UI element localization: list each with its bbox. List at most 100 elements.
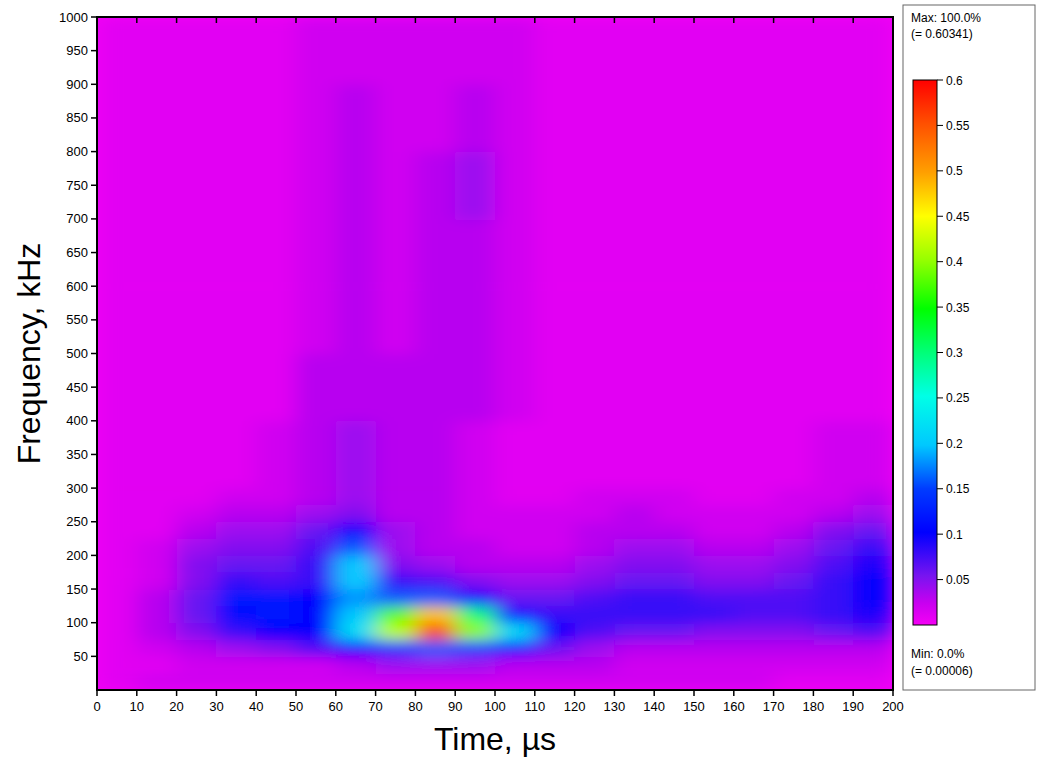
heat-cell xyxy=(813,623,853,640)
x-tick-label: 20 xyxy=(169,699,183,714)
heat-cell xyxy=(495,606,535,623)
x-tick-top xyxy=(96,17,98,23)
heat-cell xyxy=(853,640,893,657)
heat-cell xyxy=(97,421,137,489)
x-tick-label: 100 xyxy=(484,699,506,714)
heat-cell xyxy=(853,17,893,85)
heat-cell xyxy=(455,505,495,522)
x-tick-label: 160 xyxy=(723,699,745,714)
colorbar-tick xyxy=(937,307,943,308)
heat-cell xyxy=(376,152,416,220)
heat-cell xyxy=(495,539,535,556)
x-tick-label: 0 xyxy=(93,699,100,714)
heat-cell xyxy=(177,152,217,220)
heat-cell xyxy=(296,488,336,505)
x-tick-top xyxy=(335,17,337,23)
heat-cell xyxy=(575,17,615,85)
heat-cell xyxy=(376,539,416,556)
heat-cell xyxy=(853,606,893,623)
heat-cell xyxy=(216,84,256,152)
x-tick-top xyxy=(295,17,297,23)
heat-cell xyxy=(575,421,615,489)
heat-cell xyxy=(415,522,455,539)
heat-cell xyxy=(296,421,336,489)
heat-cell xyxy=(376,640,416,657)
heat-cell xyxy=(97,539,137,556)
heat-cell xyxy=(216,555,256,572)
heat-cell xyxy=(336,640,376,657)
heat-cell xyxy=(535,421,575,489)
heat-cell xyxy=(774,488,814,505)
heat-cell xyxy=(376,17,416,85)
heat-cell xyxy=(336,589,376,606)
heat-cell xyxy=(694,152,734,220)
heat-cell xyxy=(694,522,734,539)
heat-cell xyxy=(495,505,535,522)
heat-cell xyxy=(455,539,495,556)
y-axis-title: Frequency, kHz xyxy=(11,243,47,465)
heat-cell xyxy=(415,84,455,152)
heat-cell xyxy=(455,555,495,572)
heat-cell xyxy=(654,488,694,505)
heat-cell xyxy=(853,505,893,522)
heat-cell xyxy=(535,522,575,539)
heat-cell xyxy=(774,589,814,606)
heat-cell xyxy=(774,421,814,489)
heat-cell xyxy=(734,84,774,152)
heat-cell xyxy=(614,286,654,354)
x-tick xyxy=(415,690,417,696)
heat-cell xyxy=(654,572,694,589)
heat-cell xyxy=(575,539,615,556)
heat-cell xyxy=(813,673,853,690)
heat-cell xyxy=(177,656,217,673)
heat-cell xyxy=(813,522,853,539)
heat-cell xyxy=(216,589,256,606)
heat-cell xyxy=(256,17,296,85)
x-tick xyxy=(255,690,257,696)
heat-cell xyxy=(296,152,336,220)
heat-cell xyxy=(415,354,455,422)
heat-cell xyxy=(97,673,137,690)
heat-cell xyxy=(256,219,296,287)
heat-cell xyxy=(216,152,256,220)
colorbar-tick xyxy=(937,170,943,171)
heat-cell xyxy=(97,17,137,85)
y-tick-label: 850 xyxy=(66,110,88,125)
x-tick xyxy=(335,690,337,696)
heat-cell xyxy=(774,505,814,522)
y-tick-label: 750 xyxy=(66,178,88,193)
x-tick-top xyxy=(494,17,496,23)
heat-cell xyxy=(734,589,774,606)
heat-cell xyxy=(535,606,575,623)
heat-cell xyxy=(376,505,416,522)
heat-cell xyxy=(415,421,455,489)
y-tick xyxy=(91,622,97,624)
heat-cell xyxy=(774,219,814,287)
heat-cell xyxy=(296,572,336,589)
heat-cell xyxy=(455,152,495,220)
heat-cell xyxy=(455,522,495,539)
heat-cell xyxy=(853,219,893,287)
heat-cell xyxy=(694,505,734,522)
heat-cell xyxy=(654,522,694,539)
x-tick xyxy=(693,690,695,696)
heat-cell xyxy=(256,623,296,640)
heat-cell xyxy=(694,656,734,673)
x-tick xyxy=(653,690,655,696)
heat-cell xyxy=(296,673,336,690)
x-tick-top xyxy=(852,17,854,23)
colorbar-tick xyxy=(937,579,943,580)
heat-cell xyxy=(614,572,654,589)
heat-cell xyxy=(694,17,734,85)
colorbar-tick-label: 0.45 xyxy=(946,210,970,224)
heat-cell xyxy=(614,17,654,85)
heat-cell xyxy=(137,589,177,606)
x-tick-label: 180 xyxy=(803,699,825,714)
heat-cell xyxy=(336,673,376,690)
heat-cell xyxy=(296,539,336,556)
heat-cell xyxy=(734,572,774,589)
colorbar-tick xyxy=(937,216,943,217)
heat-cell xyxy=(137,505,177,522)
heat-cell xyxy=(415,640,455,657)
x-tick-label: 30 xyxy=(209,699,223,714)
